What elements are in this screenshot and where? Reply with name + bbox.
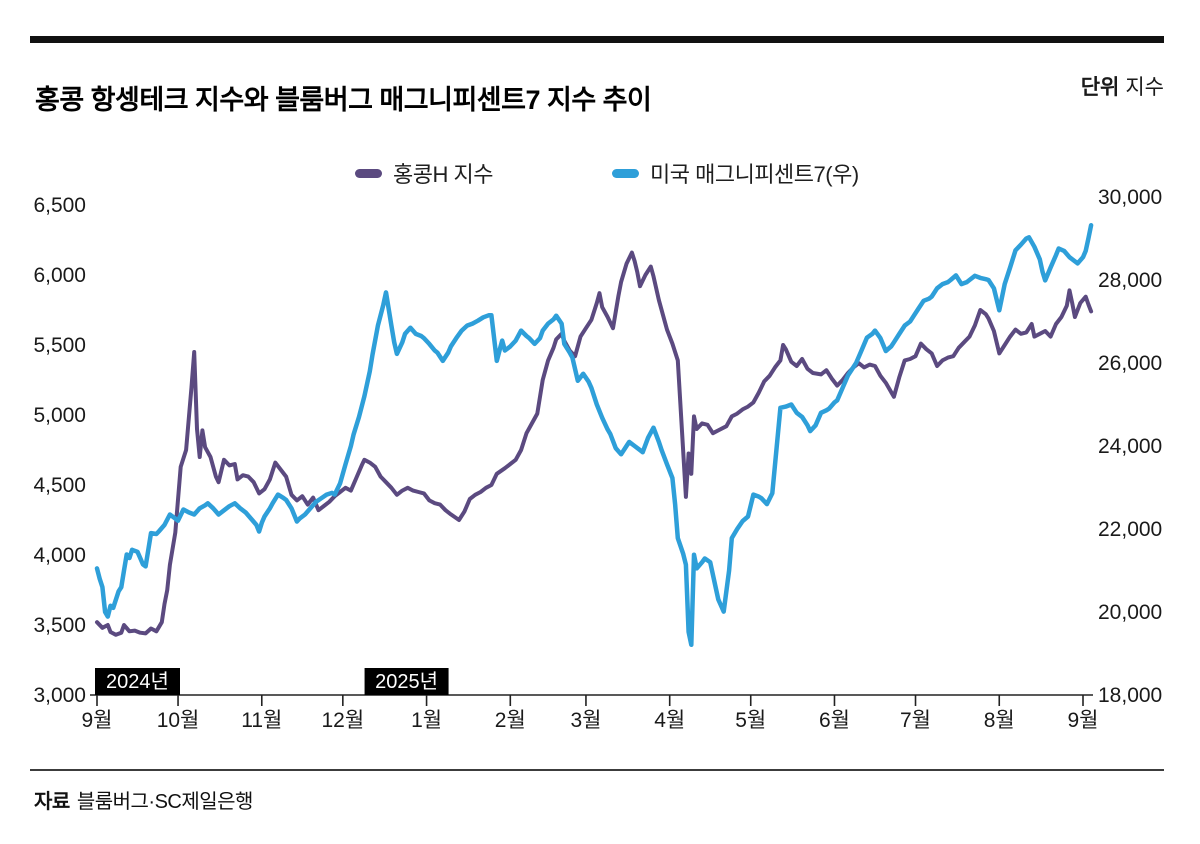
x-tick-label: 9월 — [82, 709, 113, 732]
y-right-tick-label: 28,000 — [1098, 269, 1162, 292]
y-right-tick-label: 24,000 — [1098, 435, 1162, 458]
hk-series-label: 홍콩H 지수 — [393, 162, 493, 187]
y-right-tick-label: 18,000 — [1098, 684, 1162, 707]
unit-value: 지수 — [1125, 76, 1164, 99]
footer-rule — [30, 769, 1164, 771]
y-left-tick-label: 6,000 — [33, 264, 86, 287]
x-tick-label: 6월 — [819, 709, 850, 732]
year-box-label: 2024년 — [106, 670, 169, 693]
y-right-tick-label: 22,000 — [1098, 518, 1162, 541]
source-note: 자료 블룸버그·SC제일은행 — [34, 785, 253, 814]
x-tick-label: 5월 — [735, 709, 766, 732]
y-left-tick-label: 6,500 — [33, 194, 86, 217]
x-tick-label: 11월 — [241, 709, 282, 732]
y-left-tick-label: 4,000 — [33, 544, 86, 567]
source-value: 블룸버그·SC제일은행 — [76, 791, 254, 813]
y-left-tick-label: 5,500 — [33, 334, 86, 357]
x-tick-label: 12월 — [321, 709, 364, 732]
source-label: 자료 — [34, 791, 70, 813]
series-line-mag7 — [94, 222, 1094, 648]
x-tick-label: 9월 — [1068, 709, 1099, 732]
legend-item-mag7-index: 미국 매그니피센트7(우) — [612, 160, 859, 187]
legend-item-hk-index: 홍콩H 지수 — [355, 160, 493, 187]
x-tick-label: 7월 — [900, 709, 931, 732]
y-right-tick-label: 26,000 — [1098, 352, 1162, 375]
mag7-series-swatch — [612, 168, 639, 178]
series-lines — [94, 222, 1094, 648]
x-tick-label: 4월 — [654, 709, 685, 732]
year-box-label: 2025년 — [375, 670, 438, 693]
y-left-tick-label: 5,000 — [33, 404, 86, 427]
y-left-tick-label: 3,500 — [33, 614, 86, 637]
axes: 9월 10월 11월 12월 1월 2월 3월 4월 5월 6월 7월 8월 9월3,0003,5004… — [33, 186, 1162, 732]
legend: 홍콩H 지수 미국 매그니피센트7(우) — [0, 160, 1200, 187]
x-tick-label: 3월 — [570, 709, 601, 732]
year-box — [95, 668, 180, 695]
top-rule — [30, 36, 1164, 43]
y-left-tick-label: 3,000 — [33, 684, 86, 707]
hk-series-swatch — [355, 168, 382, 178]
series-line-hk — [95, 250, 1094, 637]
y-left-tick-label: 4,500 — [33, 474, 86, 497]
unit-label: 단위 — [1080, 76, 1120, 99]
mag7-series-label: 미국 매그니피센트7(우) — [650, 162, 859, 187]
x-tick-label: 8월 — [984, 709, 1015, 732]
x-tick-label: 2월 — [495, 709, 526, 732]
unit-note: 단위 지수 — [1081, 71, 1164, 101]
year-box — [364, 668, 449, 695]
y-right-tick-label: 30,000 — [1098, 186, 1162, 209]
x-tick-label: 10월 — [157, 709, 200, 732]
y-right-tick-label: 20,000 — [1098, 601, 1162, 624]
x-tick-label: 1월 — [411, 709, 442, 732]
page-title: 홍콩 항셍테크 지수와 블룸버그 매그니피센트7 지수 추이 — [35, 85, 652, 116]
